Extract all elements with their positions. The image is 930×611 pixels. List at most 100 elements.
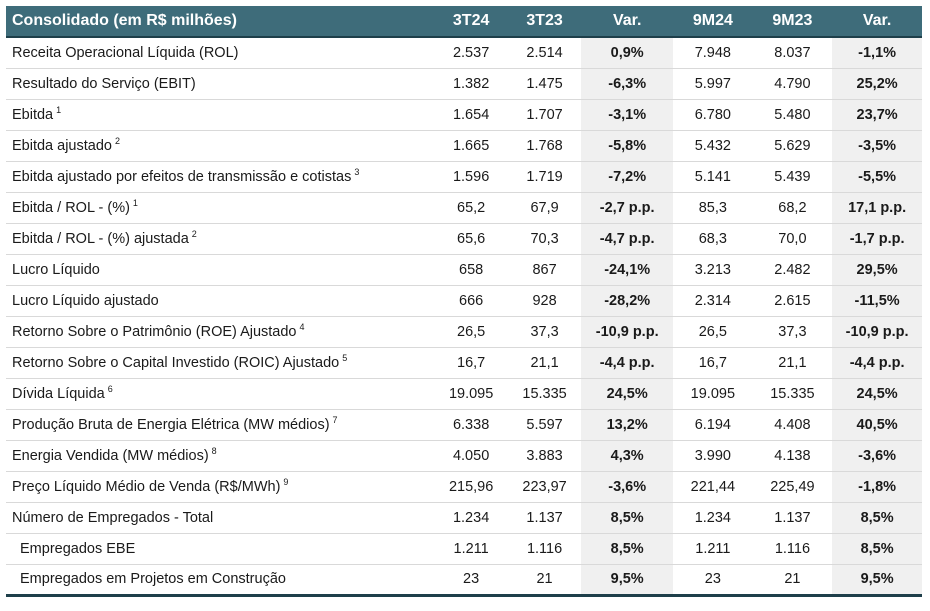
value-cell: 1.116 [507, 533, 582, 565]
table-row: Ebitda / ROL - (%) 1 65,2 67,9 -2,7 p.p. 85,3… [6, 192, 922, 224]
row-label: Lucro Líquido [12, 261, 100, 278]
row-label: Produção Bruta de Energia Elétrica (MW m… [12, 416, 330, 433]
table-header-row: Consolidado (em R$ milhões) 3T24 3T23 Va… [6, 6, 922, 38]
footnote-marker: 2 [114, 135, 120, 146]
value-cell: 21,1 [507, 347, 582, 379]
value-cell: 2.314 [673, 285, 753, 317]
variation-cell: -3,6% [832, 440, 922, 472]
row-label: Retorno Sobre o Capital Investido (ROIC)… [12, 354, 340, 371]
variation-cell: -3,1% [581, 99, 674, 131]
row-label: Ebitda ajustado [12, 137, 112, 154]
column-header: Var. [832, 6, 922, 38]
value-cell: 928 [507, 285, 582, 317]
footnote-marker: 3 [354, 166, 360, 177]
row-label-cell: Número de Empregados - Total [6, 502, 435, 534]
value-cell: 5.141 [673, 161, 753, 193]
footnote-marker: 2 [191, 228, 197, 239]
variation-cell: 9,5% [832, 564, 922, 597]
footnote-marker: 8 [211, 445, 217, 456]
value-cell: 225,49 [752, 471, 833, 503]
value-cell: 1.137 [507, 502, 582, 534]
value-cell: 3.213 [673, 254, 753, 286]
row-label: Resultado do Serviço (EBIT) [12, 75, 196, 92]
table-row: Ebitda ajustado 2 1.665 1.768 -5,8% 5.432 5.62… [6, 130, 922, 162]
table-row: Empregados em Projetos em Construção 23 21… [6, 564, 922, 597]
footnote-marker: 5 [342, 352, 348, 363]
variation-cell: -28,2% [581, 285, 674, 317]
value-cell: 2.615 [752, 285, 833, 317]
value-cell: 6.780 [673, 99, 753, 131]
value-cell: 21 [507, 564, 582, 597]
value-cell: 16,7 [434, 347, 508, 379]
value-cell: 21,1 [752, 347, 833, 379]
value-cell: 1.234 [673, 502, 753, 534]
column-header: 3T24 [434, 6, 508, 38]
value-cell: 26,5 [434, 316, 508, 348]
value-cell: 1.596 [434, 161, 508, 193]
variation-cell: 4,3% [581, 440, 674, 472]
variation-cell: -4,7 p.p. [581, 223, 674, 255]
row-label: Ebitda / ROL - (%) [12, 199, 130, 216]
value-cell: 658 [434, 254, 508, 286]
row-label: Lucro Líquido ajustado [12, 292, 159, 309]
table-row: Receita Operacional Líquida (ROL) 2.537 2.… [6, 37, 922, 69]
value-cell: 70,0 [752, 223, 833, 255]
variation-cell: 23,7% [832, 99, 922, 131]
table-row: Ebitda ajustado por efeitos de transmiss… [6, 161, 922, 193]
row-label: Ebitda ajustado por efeitos de transmiss… [12, 168, 352, 185]
table-row: Retorno Sobre o Capital Investido (ROIC)… [6, 347, 922, 379]
value-cell: 70,3 [507, 223, 582, 255]
value-cell: 5.439 [752, 161, 833, 193]
row-label-cell: Empregados em Projetos em Construção [6, 564, 435, 597]
row-label-cell: Lucro Líquido ajustado [6, 285, 435, 317]
value-cell: 1.211 [434, 533, 508, 565]
value-cell: 21 [752, 564, 833, 597]
value-cell: 4.050 [434, 440, 508, 472]
variation-cell: 24,5% [832, 378, 922, 410]
column-header: 3T23 [507, 6, 582, 38]
value-cell: 5.432 [673, 130, 753, 162]
row-label-cell: Dívida Líquida 6 [6, 378, 435, 410]
variation-cell: 13,2% [581, 409, 674, 441]
value-cell: 6.194 [673, 409, 753, 441]
footnote-marker: 4 [299, 321, 305, 332]
value-cell: 15.335 [507, 378, 582, 410]
variation-cell: 29,5% [832, 254, 922, 286]
row-label: Retorno Sobre o Patrimônio (ROE) Ajustad… [12, 323, 297, 340]
row-label-cell: Empregados EBE [6, 533, 435, 565]
value-cell: 1.137 [752, 502, 833, 534]
value-cell: 68,2 [752, 192, 833, 224]
value-cell: 215,96 [434, 471, 508, 503]
value-cell: 3.990 [673, 440, 753, 472]
row-label-cell: Preço Líquido Médio de Venda (R$/MWh) 9 [6, 471, 435, 503]
value-cell: 5.480 [752, 99, 833, 131]
variation-cell: -24,1% [581, 254, 674, 286]
footnote-marker: 6 [107, 383, 113, 394]
table-body: Receita Operacional Líquida (ROL) 2.537 2.… [6, 37, 922, 597]
value-cell: 1.116 [752, 533, 833, 565]
value-cell: 2.514 [507, 37, 582, 69]
value-cell: 65,2 [434, 192, 508, 224]
variation-cell: -1,1% [832, 37, 922, 69]
row-label-cell: Lucro Líquido [6, 254, 435, 286]
variation-cell: 9,5% [581, 564, 674, 597]
row-label-cell: Receita Operacional Líquida (ROL) [6, 37, 435, 69]
variation-cell: -4,4 p.p. [581, 347, 674, 379]
table-row: Retorno Sobre o Patrimônio (ROE) Ajustad… [6, 316, 922, 348]
variation-cell: 17,1 p.p. [832, 192, 922, 224]
column-header: 9M23 [752, 6, 833, 38]
value-cell: 19.095 [673, 378, 753, 410]
value-cell: 15.335 [752, 378, 833, 410]
value-cell: 19.095 [434, 378, 508, 410]
value-cell: 85,3 [673, 192, 753, 224]
row-label: Ebitda [12, 106, 54, 123]
table-row: Empregados EBE 1.211 1.116 8,5% 1.211 1.116 8,… [6, 533, 922, 565]
column-header: Var. [581, 6, 674, 38]
variation-cell: -6,3% [581, 68, 674, 100]
row-label-cell: Ebitda ajustado por efeitos de transmiss… [6, 161, 435, 193]
value-cell: 23 [673, 564, 753, 597]
variation-cell: 8,5% [832, 533, 922, 565]
value-cell: 1.665 [434, 130, 508, 162]
variation-cell: 25,2% [832, 68, 922, 100]
row-label: Dívida Líquida [12, 385, 105, 402]
